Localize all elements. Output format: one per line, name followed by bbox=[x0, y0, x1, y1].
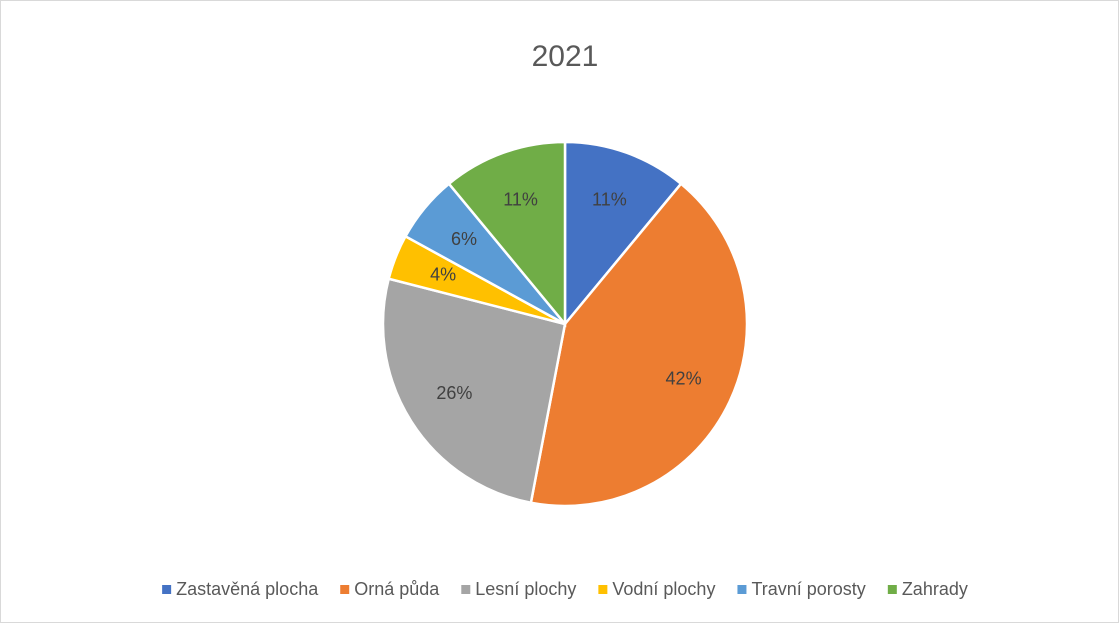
pie-slice bbox=[447, 140, 567, 328]
legend-label: Zahrady bbox=[902, 579, 968, 599]
data-label: 26% bbox=[436, 383, 472, 403]
data-label: 11% bbox=[592, 189, 627, 209]
legend-swatch bbox=[887, 585, 897, 594]
legend-swatch bbox=[340, 585, 350, 594]
legend-swatch bbox=[162, 585, 172, 594]
legend-swatch bbox=[461, 585, 471, 594]
pie-slice bbox=[381, 277, 567, 505]
data-label: 6% bbox=[451, 229, 477, 249]
data-label: 42% bbox=[666, 369, 702, 389]
legend-swatch bbox=[737, 585, 747, 594]
legend-label: Vodní plochy bbox=[612, 579, 715, 599]
pie-slice bbox=[563, 140, 683, 328]
legend-label: Lesní plochy bbox=[475, 579, 576, 599]
chart-title: 2021 bbox=[532, 40, 599, 73]
legend-swatch bbox=[598, 585, 608, 594]
legend-label: Zastavěná plocha bbox=[176, 579, 319, 599]
data-label: 4% bbox=[430, 265, 456, 285]
legend-label: Orná půda bbox=[354, 579, 440, 599]
pie-slice bbox=[529, 182, 749, 508]
legend-label: Travní porosty bbox=[751, 579, 865, 599]
data-label: 11% bbox=[503, 189, 538, 209]
